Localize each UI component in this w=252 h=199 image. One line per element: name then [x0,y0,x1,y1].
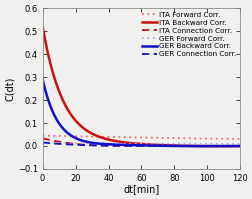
ITA Connection Corr. [132,145,135,147]
ITA Connection Corr. [238,145,241,147]
ITA Backward Corr. [220,145,223,147]
GER Forward Corr. [232,143,235,145]
Line: GER Backward Corr.: GER Backward Corr. [42,79,239,146]
ITA Forward Corr. [51,135,54,137]
ITA Forward Corr. [196,137,199,140]
GER Connection Corr. [196,145,199,147]
ITA Connection Corr. [232,145,235,147]
ITA Forward Corr. [238,138,241,140]
GER Connection Corr. [137,145,140,147]
Line: GER Connection Corr.: GER Connection Corr. [42,142,239,146]
Line: ITA Forward Corr.: ITA Forward Corr. [42,136,239,139]
GER Backward Corr. [41,78,44,81]
Line: ITA Backward Corr.: ITA Backward Corr. [42,27,239,146]
GER Backward Corr. [196,145,199,147]
GER Forward Corr. [232,143,235,145]
GER Forward Corr. [238,143,241,145]
ITA Backward Corr. [232,145,235,147]
ITA Backward Corr. [196,145,199,147]
GER Connection Corr. [132,145,135,147]
ITA Backward Corr. [137,143,140,145]
Legend: ITA Forward Corr., ITA Backward Corr., ITA Connection Corr., GER Forward Corr., : ITA Forward Corr., ITA Backward Corr., I… [140,11,237,59]
GER Forward Corr. [51,142,54,144]
ITA Backward Corr. [132,142,135,144]
GER Backward Corr. [238,145,241,147]
ITA Forward Corr. [137,136,140,139]
ITA Forward Corr. [132,136,135,139]
GER Forward Corr. [196,143,199,145]
GER Backward Corr. [232,145,235,147]
GER Connection Corr. [41,141,44,144]
GER Connection Corr. [232,145,235,147]
ITA Backward Corr. [238,145,241,147]
ITA Connection Corr. [232,145,235,147]
GER Backward Corr. [132,144,135,146]
GER Backward Corr. [232,145,235,147]
GER Forward Corr. [41,142,44,144]
Y-axis label: C(dt): C(dt) [5,76,15,101]
GER Backward Corr. [202,145,205,147]
ITA Connection Corr. [51,139,54,142]
X-axis label: dt[min]: dt[min] [123,184,159,194]
ITA Connection Corr. [41,137,44,139]
ITA Backward Corr. [51,71,54,73]
ITA Connection Corr. [137,145,140,147]
ITA Backward Corr. [232,145,235,147]
ITA Connection Corr. [196,145,199,147]
ITA Forward Corr. [232,138,235,140]
Line: ITA Connection Corr.: ITA Connection Corr. [42,138,239,146]
GER Backward Corr. [51,110,54,113]
ITA Backward Corr. [41,25,44,28]
ITA Forward Corr. [41,135,44,137]
GER Backward Corr. [137,144,140,146]
GER Connection Corr. [238,145,241,147]
Line: GER Forward Corr.: GER Forward Corr. [42,143,239,144]
GER Connection Corr. [51,142,54,145]
GER Forward Corr. [137,142,140,145]
GER Forward Corr. [132,142,135,145]
ITA Forward Corr. [232,138,235,140]
GER Connection Corr. [232,145,235,147]
